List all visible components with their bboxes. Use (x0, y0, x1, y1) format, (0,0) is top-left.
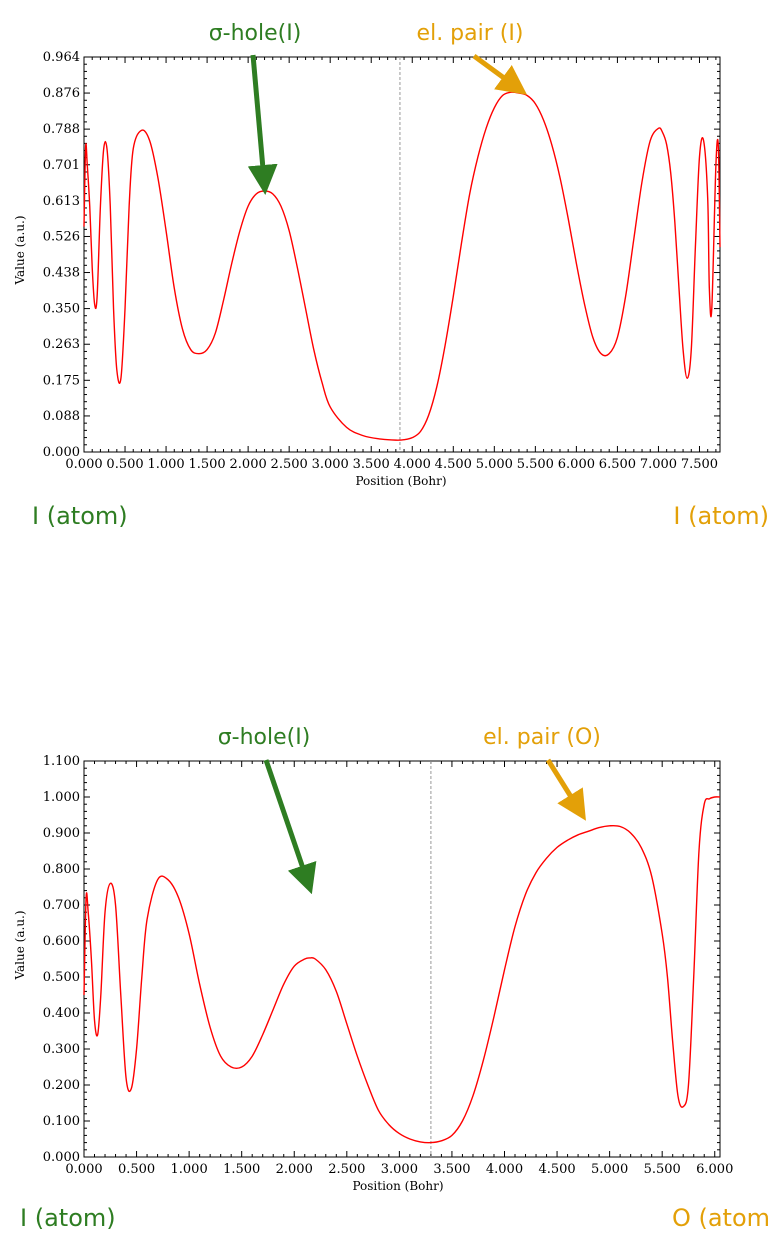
chart-2-y-tick-label: 1.000 (43, 790, 80, 805)
chart-1-y-tick-label: 0.438 (43, 266, 80, 281)
chart-2-y-tick-label: 0.000 (43, 1150, 80, 1165)
chart-1-y-tick-label: 0.088 (43, 409, 80, 424)
chart-1-y-tick-label: 0.175 (43, 373, 80, 388)
chart-1: 0.000 0.088 0.175 0.263 0.350 0.438 0.526 0.613… (13, 50, 721, 488)
chart-2-y-tick-label: 1.100 (43, 754, 80, 769)
chart-1-x-tick-label: 4.500 (435, 457, 472, 472)
chart-1-y-tick-label: 0.350 (43, 302, 80, 317)
chart-1-x-tick-label: 7.500 (681, 457, 718, 472)
chart-2-y-tick-label: 0.500 (43, 970, 80, 985)
chart-2-x-tick-label: 1.500 (223, 1162, 260, 1177)
chart-2-x-tick-label: 4.500 (538, 1162, 575, 1177)
chart-1-x-tick-label: 0.000 (65, 457, 102, 472)
chart-2-x-tick-label: 5.000 (591, 1162, 628, 1177)
chart-2-x-tick-label: 2.500 (328, 1162, 365, 1177)
chart-1-x-tick-label: 7.000 (640, 457, 677, 472)
chart-1-y-tick-label: 0.526 (43, 229, 80, 244)
chart-2-x-axis-title: Position (Bohr) (352, 1179, 443, 1193)
chart-1-y-tick-label: 0.613 (43, 194, 80, 209)
chart-1-electron-pair-label: el. pair (I) (417, 21, 524, 46)
chart-2-frame (83, 760, 721, 1158)
chart-2-y-tick-label: 0.600 (43, 934, 80, 949)
chart-2-y-tick-label: 0.900 (43, 826, 80, 841)
chart-1-right-atom-label: I (atom) (673, 502, 769, 530)
chart-2-sigma-hole-label: σ-hole(I) (218, 725, 311, 750)
chart-2-x-tick-label: 0.500 (118, 1162, 155, 1177)
chart-1-y-ticks: 0.000 0.088 0.175 0.263 0.350 0.438 0.526 0.613… (43, 50, 720, 460)
chart-1-x-tick-label: 5.000 (476, 457, 513, 472)
chart-1-left-atom-label: I (atom) (32, 502, 128, 530)
chart-1-frame (83, 56, 721, 453)
chart-2-y-tick-label: 0.300 (43, 1042, 80, 1057)
chart-1-x-tick-label: 1.000 (147, 457, 184, 472)
chart-1-x-tick-label: 3.000 (312, 457, 349, 472)
chart-1-plot-border (83, 56, 721, 453)
chart-1-sigma-hole-arrow (247, 54, 278, 195)
chart-2-y-axis-title: Value (a.u.) (13, 910, 27, 980)
chart-1-x-tick-label: 2.500 (271, 457, 308, 472)
chart-1-y-tick-label: 0.701 (43, 158, 80, 173)
chart-1-y-tick-label: 0.964 (43, 50, 80, 65)
chart-1-x-ticks: 0.000 0.500 1.000 1.500 2.000 2.500 3.000 3.500… (65, 57, 718, 472)
chart-2-y-tick-label: 0.400 (43, 1006, 80, 1021)
chart-2-curve (83, 796, 721, 1144)
chart-1-x-tick-label: 5.500 (517, 457, 554, 472)
chart-1-x-axis-title: Position (Bohr) (355, 474, 446, 488)
chart-2-x-tick-label: 3.500 (433, 1162, 470, 1177)
chart-1-y-axis-title: Value (a.u.) (13, 215, 27, 285)
chart-1-x-tick-label: 3.500 (353, 457, 390, 472)
chart-1-x-tick-label: 4.000 (394, 457, 431, 472)
chart-1-series-line (83, 91, 721, 441)
chart-2: 0.000 0.100 0.200 0.300 0.400 0.500 0.600 0.700… (13, 754, 733, 1193)
chart-2-series-line (83, 796, 721, 1144)
chart-2-electron-pair-label: el. pair (O) (483, 725, 601, 750)
chart-1-sigma-hole-label: σ-hole(I) (209, 21, 302, 46)
chart-1-electron-pair-arrow (472, 53, 528, 95)
chart-2-electron-pair-arrow (545, 758, 586, 821)
chart-2-x-tick-label: 5.500 (644, 1162, 681, 1177)
chart-1-y-tick-label: 0.876 (43, 86, 80, 101)
chart-1-x-tick-label: 1.500 (188, 457, 225, 472)
chart-2-y-tick-label: 0.100 (43, 1114, 80, 1129)
chart-1-annotations: σ-hole(I) el. pair (I) I (atom) I (atom) (32, 21, 769, 530)
chart-2-y-tick-label: 0.700 (43, 898, 80, 913)
chart-1-y-tick-label: 0.263 (43, 337, 80, 352)
chart-1-curve (83, 91, 721, 441)
chart-2-x-tick-label: 1.000 (171, 1162, 208, 1177)
chart-2-x-tick-label: 3.000 (381, 1162, 418, 1177)
chart-1-x-tick-label: 0.500 (106, 457, 143, 472)
chart-2-plot-border (83, 760, 721, 1158)
chart-2-left-atom-label: I (atom) (20, 1204, 116, 1232)
chart-2-y-tick-label: 0.200 (43, 1078, 80, 1093)
chart-2-sigma-hole-arrow (263, 759, 317, 895)
chart-1-y-tick-label: 0.000 (43, 445, 80, 460)
chart-1-x-tick-label: 6.500 (599, 457, 636, 472)
chart-2-x-tick-label: 0.000 (65, 1162, 102, 1177)
chart-1-x-tick-label: 6.000 (558, 457, 595, 472)
chart-2-x-tick-label: 4.000 (486, 1162, 523, 1177)
chart-1-y-tick-label: 0.788 (43, 122, 80, 137)
chart-2-right-atom-label: O (atom (672, 1204, 770, 1232)
chart-2-annotations: σ-hole(I) el. pair (O) I (atom) O (atom (20, 725, 770, 1232)
chart-2-y-ticks: 0.000 0.100 0.200 0.300 0.400 0.500 0.600 0.700… (43, 754, 720, 1165)
chart-2-y-tick-label: 0.800 (43, 862, 80, 877)
chart-2-x-ticks: 0.000 0.500 1.000 1.500 2.000 2.500 3.000 3.500… (65, 761, 733, 1177)
chart-2-x-tick-label: 6.000 (696, 1162, 733, 1177)
chart-1-x-tick-label: 2.000 (230, 457, 267, 472)
chart-2-x-tick-label: 2.000 (276, 1162, 313, 1177)
